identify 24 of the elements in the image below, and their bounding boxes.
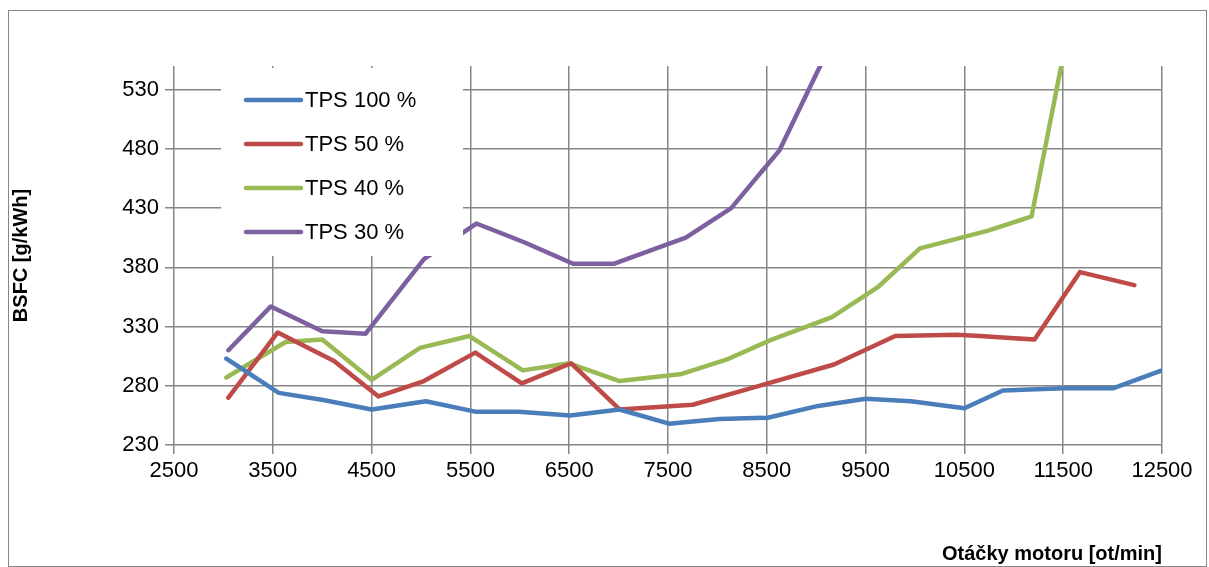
legend-label: TPS 30 % xyxy=(305,219,405,245)
x-tick-label: 2500 xyxy=(149,457,199,483)
legend-label: TPS 50 % xyxy=(305,131,405,157)
x-tick-label: 12500 xyxy=(1131,457,1193,483)
y-tick-label: 230 xyxy=(122,431,159,457)
x-tick-label: 11500 xyxy=(1033,457,1093,483)
y-tick-label: 530 xyxy=(122,75,159,101)
y-axis-title: BSFC [g/kWh] xyxy=(8,188,31,323)
x-tick-label: 9500 xyxy=(841,457,891,483)
y-tick-label: 480 xyxy=(122,134,159,160)
x-tick-label: 10500 xyxy=(933,457,995,483)
x-tick-label: 7500 xyxy=(643,457,693,483)
x-tick-label: 6500 xyxy=(544,457,594,483)
legend-label: TPS 40 % xyxy=(305,175,405,201)
y-tick-label: 430 xyxy=(122,194,159,220)
x-tick-label: 4500 xyxy=(347,457,397,483)
y-tick-label: 280 xyxy=(122,371,159,397)
y-tick-label: 330 xyxy=(122,312,159,338)
x-tick-label: 5500 xyxy=(445,457,495,483)
y-tick-label: 380 xyxy=(122,253,159,279)
legend-label: TPS 100 % xyxy=(305,87,417,113)
x-axis-title: Otáčky motoru [ot/min] xyxy=(941,541,1162,564)
x-tick-label: 3500 xyxy=(248,457,298,483)
x-tick-label: 8500 xyxy=(742,457,792,483)
